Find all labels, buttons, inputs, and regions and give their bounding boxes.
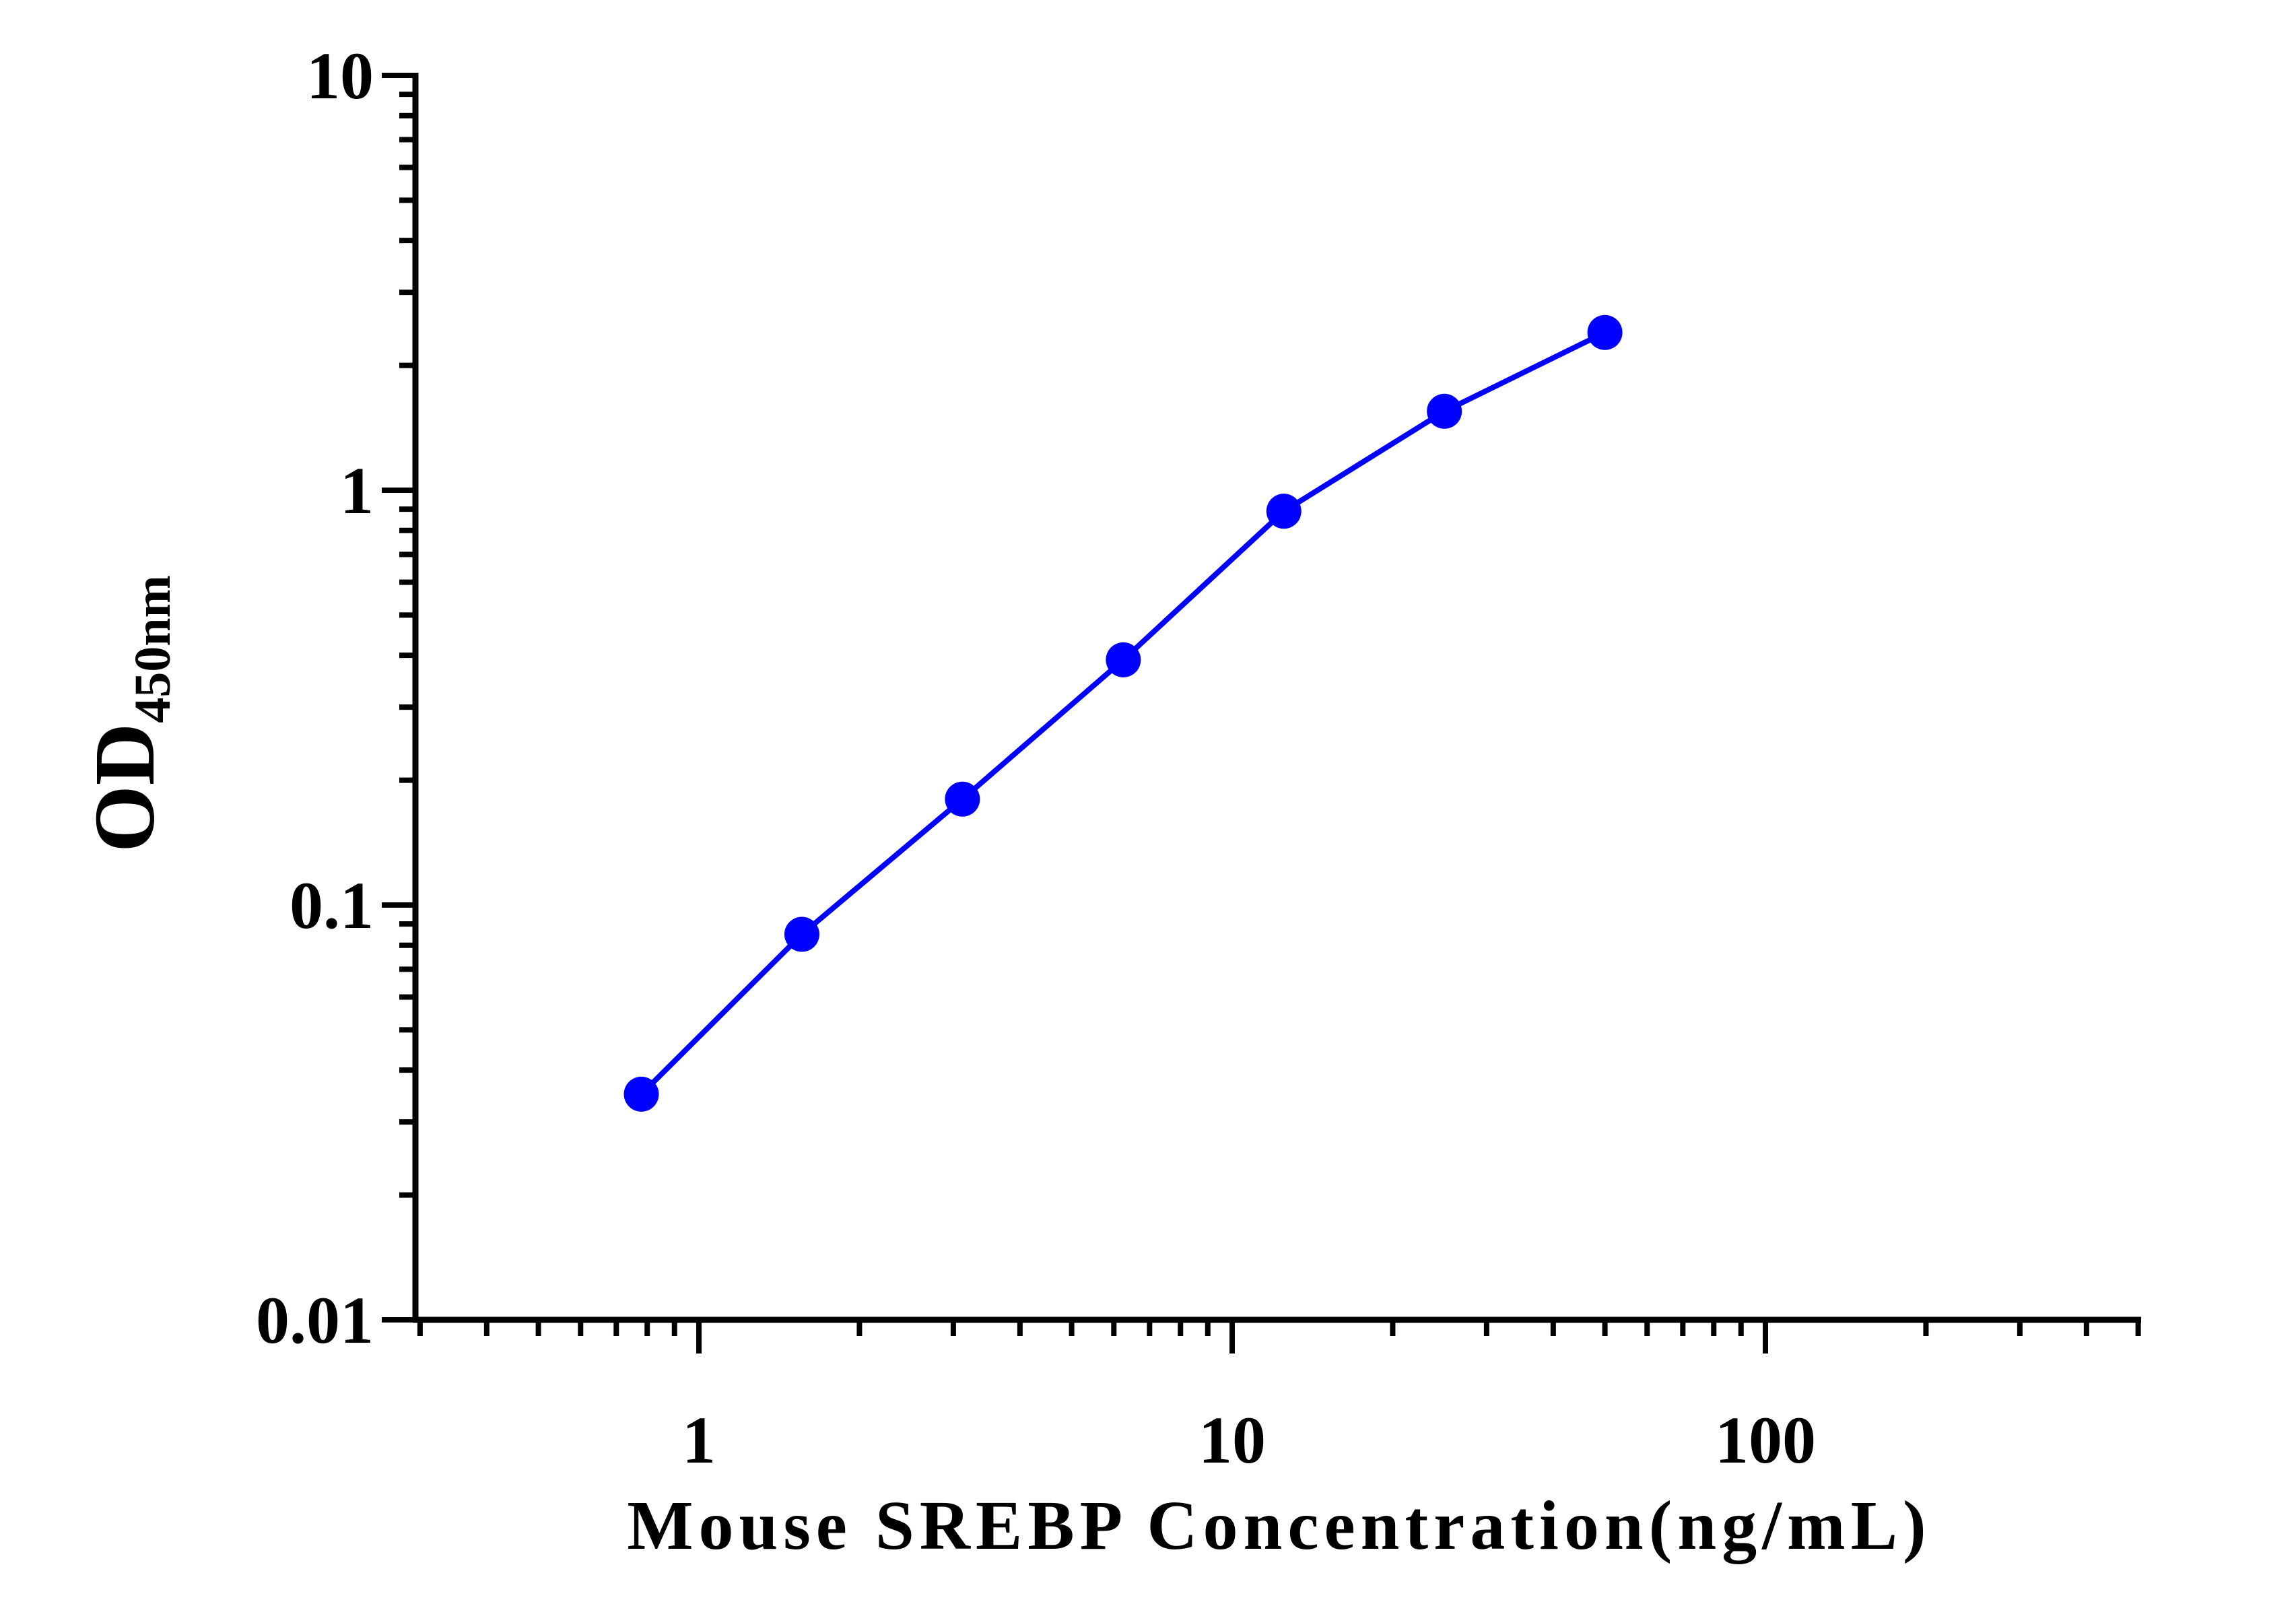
data-point <box>623 1076 659 1112</box>
data-point <box>1106 642 1141 677</box>
x-tick-label: 100 <box>1715 1403 1816 1477</box>
data-point <box>945 781 980 817</box>
data-point <box>1427 393 1462 429</box>
data-point <box>1587 314 1623 350</box>
y-tick-label: 10 <box>306 38 374 113</box>
x-tick-label: 10 <box>1198 1403 1266 1477</box>
y-tick-label: 1 <box>340 453 374 528</box>
y-tick-label: 0.1 <box>290 868 374 943</box>
x-axis-major-ticks <box>696 1320 1768 1354</box>
series-line <box>639 330 1607 1096</box>
x-axis-minor-ticks <box>417 1320 2141 1336</box>
x-axis-title: Mouse SREBP Concentration(ng/mL) <box>627 1487 1931 1564</box>
x-axis-tick-labels: 1 10 100 <box>682 1403 1816 1477</box>
y-axis-tick-labels: 0.01 0.1 1 10 <box>256 38 374 1358</box>
series-points <box>623 314 1623 1112</box>
y-axis-major-ticks <box>382 73 415 1323</box>
y-axis-title-text: OD450nm <box>77 575 181 853</box>
x-tick-label: 1 <box>682 1403 716 1477</box>
y-axis-title-main: OD <box>77 723 172 853</box>
y-axis-title-subscript: 450nm <box>125 575 181 723</box>
data-point <box>1266 494 1302 529</box>
y-axis-title: OD450nm <box>77 575 181 853</box>
data-point <box>784 916 819 952</box>
y-tick-label: 0.01 <box>256 1283 374 1358</box>
series-layer <box>623 314 1623 1112</box>
